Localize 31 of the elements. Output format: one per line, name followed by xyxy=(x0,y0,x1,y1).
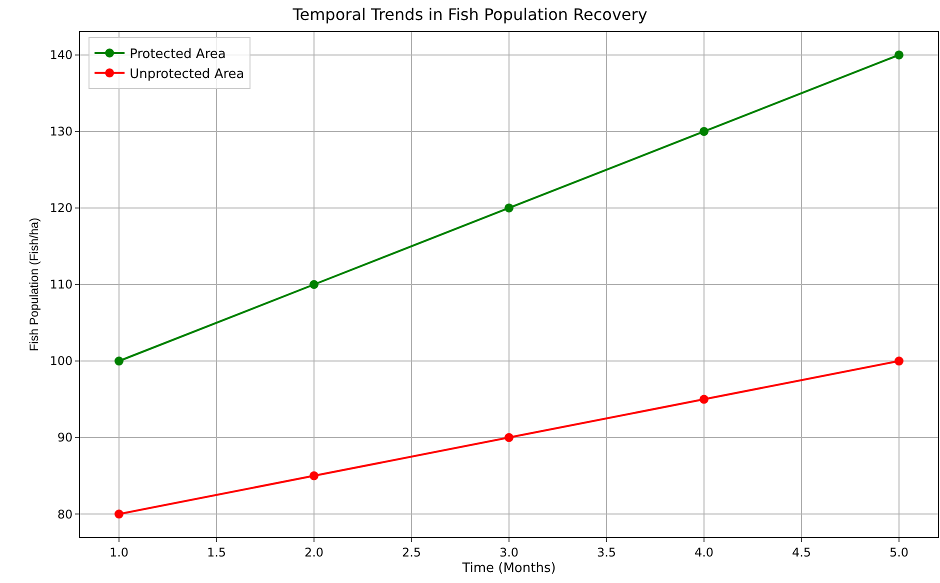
point xyxy=(894,356,904,366)
chart-title: Temporal Trends in Fish Population Recovery xyxy=(292,4,648,24)
x-tick-label: 4.5 xyxy=(792,545,812,560)
point xyxy=(310,471,318,480)
point xyxy=(114,510,124,519)
point xyxy=(700,394,708,404)
legend-label: Protected Area xyxy=(130,47,226,62)
x-tick-label: 2.0 xyxy=(304,545,324,560)
x-tick-label: 3.5 xyxy=(596,545,616,560)
y-axis-title: Fish Population (Fish/ha) xyxy=(26,218,41,352)
point xyxy=(504,203,514,212)
y-tick-label: 140 xyxy=(50,48,73,62)
y-tick-label: 100 xyxy=(50,354,73,368)
y-tick-label: 120 xyxy=(50,201,73,216)
y-tick-label: 130 xyxy=(50,124,73,139)
y-tick-label: 80 xyxy=(57,507,73,522)
point xyxy=(700,126,708,136)
point xyxy=(504,433,514,442)
point xyxy=(114,356,124,366)
x-tick-label: 1.5 xyxy=(206,545,226,560)
point xyxy=(894,50,904,60)
point xyxy=(310,280,318,289)
x-tick-label: 5.0 xyxy=(889,545,909,560)
x-tick-label: 1.0 xyxy=(109,545,129,560)
y-tick-label: 110 xyxy=(50,278,73,292)
x-tick-label: 2.5 xyxy=(402,545,422,560)
x-tick-label: 4.0 xyxy=(694,545,714,560)
y-tick-label: 90 xyxy=(57,430,73,445)
x-tick-label: 3.0 xyxy=(499,545,519,560)
legend-label: Unprotected Area xyxy=(130,66,244,82)
x-axis-title: Time (Months) xyxy=(461,561,556,576)
